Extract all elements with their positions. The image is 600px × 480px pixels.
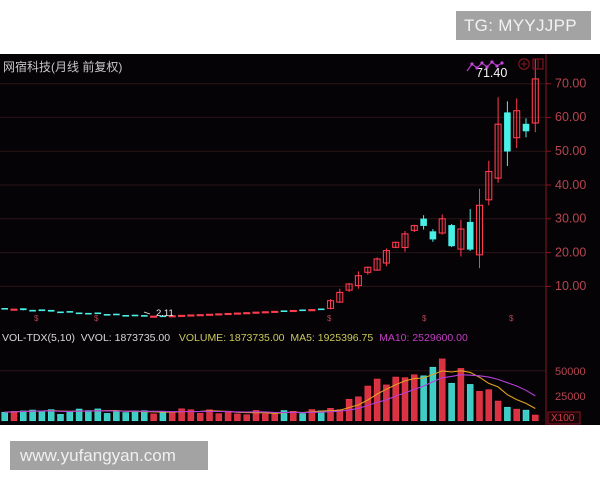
svg-text:25000: 25000 — [555, 391, 586, 403]
svg-text:50000: 50000 — [555, 366, 586, 378]
svg-text:X100: X100 — [551, 413, 575, 424]
